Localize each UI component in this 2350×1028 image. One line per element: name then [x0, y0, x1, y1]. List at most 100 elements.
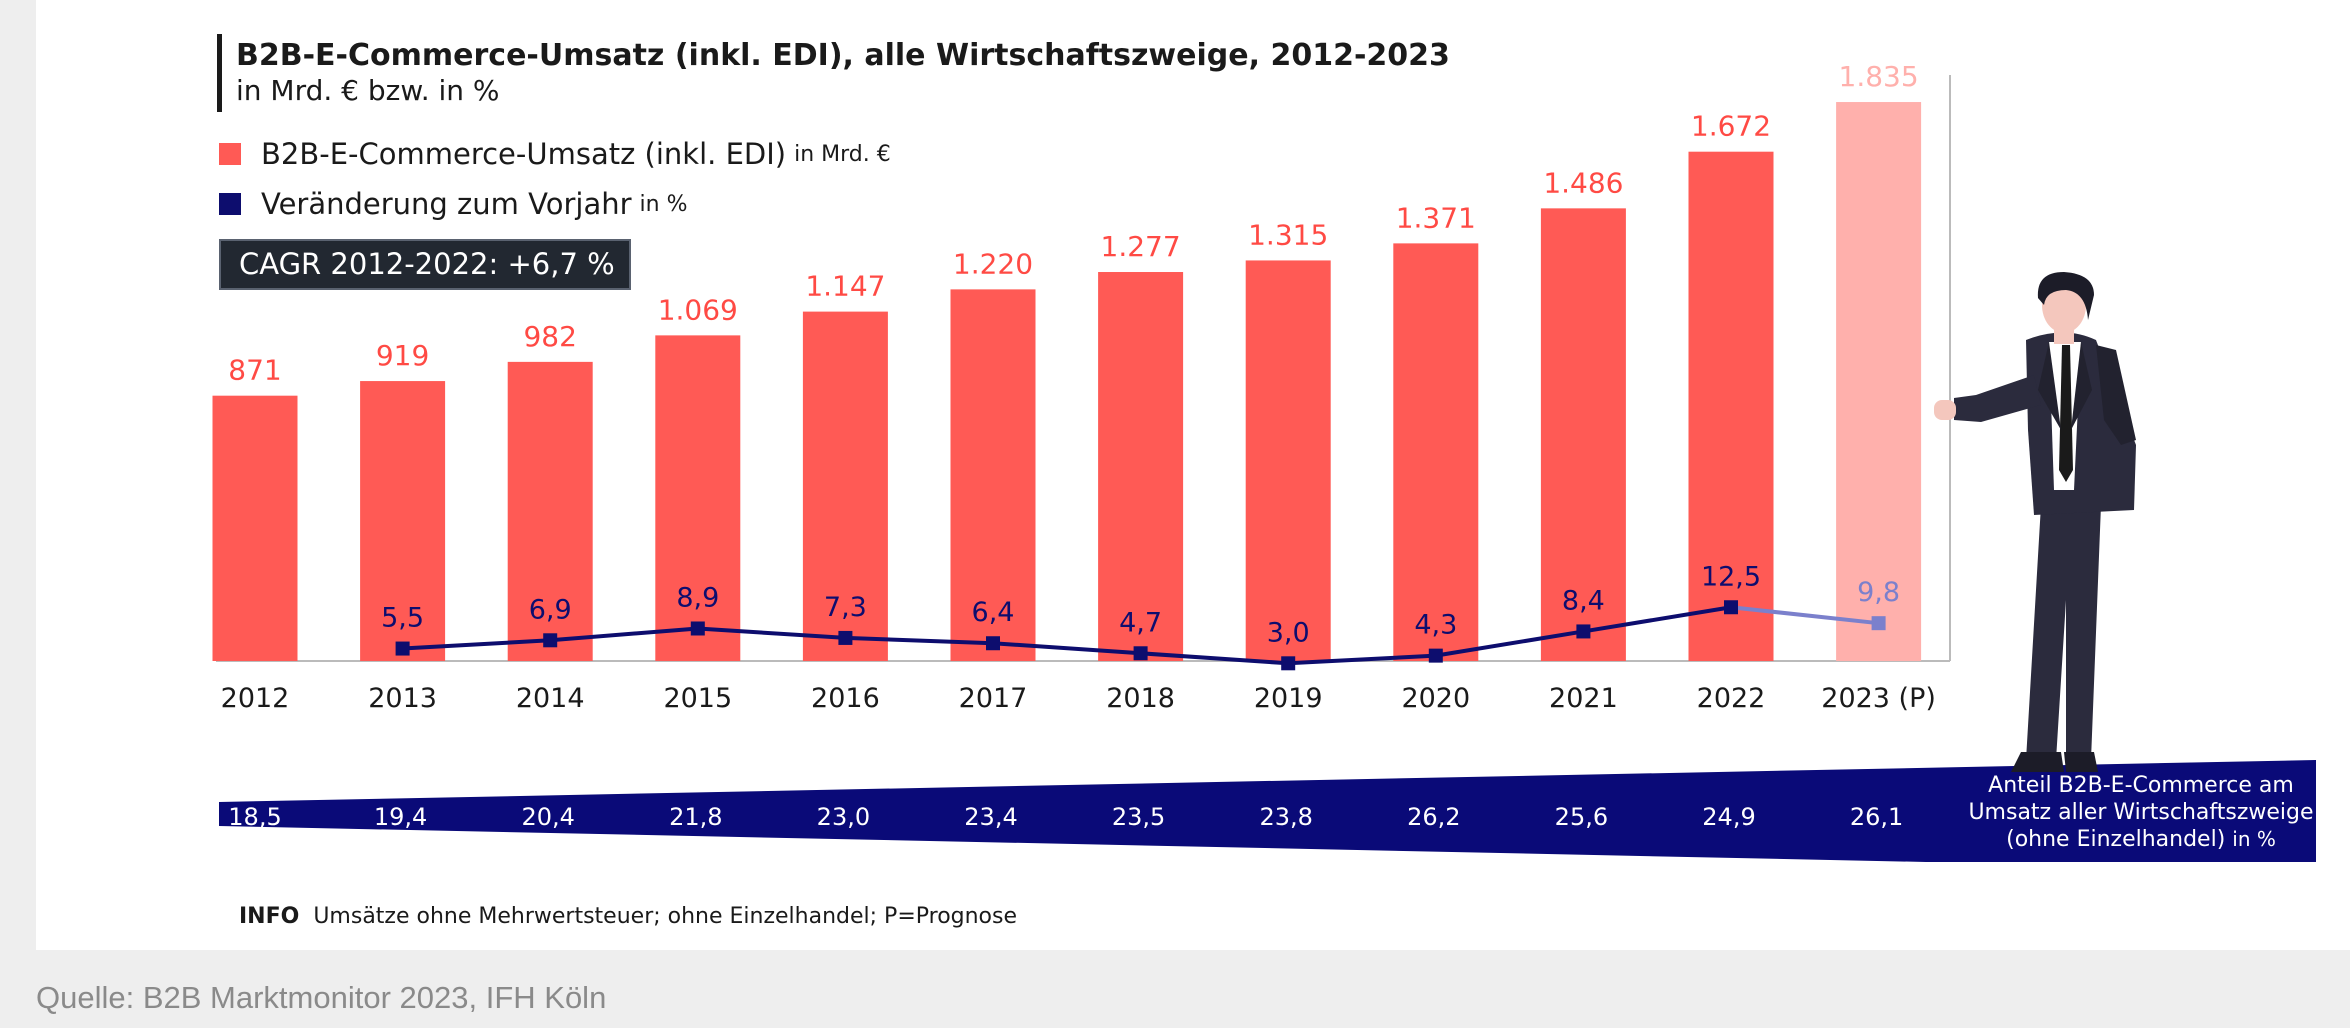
share-value-label: 18,5: [228, 803, 281, 831]
bar-value-label: 1.220: [953, 247, 1033, 280]
bar-value-label: 1.147: [805, 270, 885, 303]
change-point: [1576, 624, 1591, 639]
change-line-segment: [550, 626, 698, 643]
bar-value-label: 1.835: [1839, 60, 1919, 93]
legend-swatch-change: [219, 193, 241, 215]
info-tag: INFO: [239, 904, 300, 929]
info-text: Umsätze ohne Mehrwertsteuer; ohne Einzel…: [313, 904, 1018, 929]
source-caption: Quelle: B2B Marktmonitor 2023, IFH Köln: [36, 980, 607, 1015]
bar-value-label: 871: [228, 354, 281, 387]
legend-unit-revenue: in Mrd. €: [794, 141, 891, 167]
x-tick-label: 2014: [516, 683, 585, 714]
legend-item-change: Veränderung zum Vorjahr in %: [219, 187, 687, 221]
legend-label-change: Veränderung zum Vorjahr: [261, 187, 632, 221]
change-point: [1871, 616, 1886, 631]
share-value-label: 20,4: [521, 803, 574, 831]
legend-item-revenue: B2B-E-Commerce-Umsatz (inkl. EDI) in Mrd…: [219, 137, 891, 171]
share-value-label: 23,4: [964, 803, 1017, 831]
change-point: [543, 633, 558, 648]
change-value-label: 4,7: [1119, 607, 1162, 638]
change-point: [1281, 656, 1296, 671]
share-value-label: 26,2: [1407, 803, 1460, 831]
change-line-segment: [1288, 653, 1436, 666]
bar-2014: [507, 361, 593, 661]
share-value-label: 21,8: [669, 803, 722, 831]
legend-unit-change: in %: [639, 191, 688, 217]
change-point: [395, 641, 410, 656]
share-value-label: 24,9: [1702, 803, 1755, 831]
bar-value-label: 1.277: [1101, 230, 1181, 263]
change-value-label: 12,5: [1701, 561, 1761, 592]
change-value-label: 8,4: [1562, 585, 1605, 616]
share-value-label: 23,8: [1259, 803, 1312, 831]
info-note: INFO Umsätze ohne Mehrwertsteuer; ohne Ei…: [239, 904, 1017, 929]
change-value-label: 3,0: [1267, 617, 1310, 648]
change-line-segment: [1435, 629, 1584, 658]
bar-value-label: 1.069: [658, 293, 738, 326]
change-point: [986, 636, 1000, 651]
chart-card: 871 2012 919 2013 982 2014 1.069 2015 1.147 2016 1…: [36, 0, 2350, 950]
change-line-segment: [697, 626, 846, 640]
bar-2022: [1688, 151, 1774, 662]
share-label-line3: (ohne Einzelhandel): [2006, 827, 2226, 852]
legend-label-revenue: B2B-E-Commerce-Umsatz (inkl. EDI): [261, 137, 787, 171]
change-point: [1133, 646, 1148, 661]
x-tick-label: 2022: [1697, 683, 1766, 714]
x-tick-label: 2020: [1401, 683, 1470, 714]
change-value-label: 8,9: [676, 582, 719, 613]
bar-value-label: 1.315: [1248, 218, 1328, 251]
change-point: [690, 621, 705, 636]
change-line-segment: [1140, 651, 1289, 666]
legend-swatch-revenue: [219, 143, 241, 165]
share-value-label: 25,6: [1555, 803, 1608, 831]
businessman-illustration: [1934, 272, 2136, 772]
bar-value-label: 1.371: [1396, 201, 1476, 234]
share-label-line2: Umsatz aller Wirtschaftszweige: [1968, 800, 2314, 825]
x-tick-label: 2018: [1106, 683, 1175, 714]
bar-2017: [950, 289, 1036, 661]
bar-2013: [360, 381, 446, 661]
bar-2020: [1393, 243, 1479, 661]
bar-2018: [1098, 272, 1184, 661]
share-band-label: Anteil B2B-E-Commerce am Umsatz aller Wi…: [1941, 772, 2341, 853]
share-label-unit: in %: [2232, 827, 2276, 851]
change-value-label: 4,3: [1414, 610, 1457, 641]
bar-2016: [802, 311, 888, 661]
x-tick-label: 2023 (P): [1821, 683, 1936, 714]
title-accent-bar: [217, 34, 222, 112]
bar-2023P: [1836, 102, 1922, 662]
bar-value-label: 1.672: [1691, 110, 1771, 143]
change-line-segment: [992, 641, 1141, 656]
bar-2021: [1540, 208, 1626, 662]
bar-value-label: 1.486: [1543, 166, 1623, 199]
share-value-label: 23,5: [1112, 803, 1165, 831]
change-value-label: 9,8: [1857, 577, 1900, 608]
chart-subtitle: in Mrd. € bzw. in %: [236, 74, 500, 107]
share-value-label: 19,4: [374, 803, 427, 831]
change-line-segment: [402, 638, 551, 651]
share-value-label: 23,0: [817, 803, 870, 831]
change-line-segment: [1583, 605, 1732, 634]
change-line-segment: [1730, 605, 1879, 626]
bar-2015: [655, 335, 741, 661]
chart-canvas: 871 2012 919 2013 982 2014 1.069 2015 1.147 2016 1…: [212, 60, 2316, 862]
change-point: [1428, 648, 1443, 663]
x-tick-label: 2016: [811, 683, 880, 714]
x-tick-label: 2019: [1254, 683, 1323, 714]
bar-value-label: 982: [523, 320, 576, 353]
change-point: [838, 630, 853, 645]
change-line-segment: [845, 635, 994, 646]
x-tick-label: 2021: [1549, 683, 1618, 714]
share-value-label: 26,1: [1850, 803, 1903, 831]
change-value-label: 6,4: [972, 597, 1015, 628]
bar-2012: [212, 395, 298, 661]
share-label-line1: Anteil B2B-E-Commerce am: [1988, 773, 2294, 798]
share-band: [219, 760, 2316, 862]
x-tick-label: 2013: [368, 683, 437, 714]
chart-title: B2B-E-Commerce-Umsatz (inkl. EDI), alle …: [236, 38, 1450, 73]
x-tick-label: 2015: [663, 683, 732, 714]
bar-value-label: 919: [376, 339, 429, 372]
bar-2019: [1245, 260, 1331, 661]
change-value-label: 5,5: [381, 603, 424, 634]
x-tick-label: 2012: [221, 683, 290, 714]
